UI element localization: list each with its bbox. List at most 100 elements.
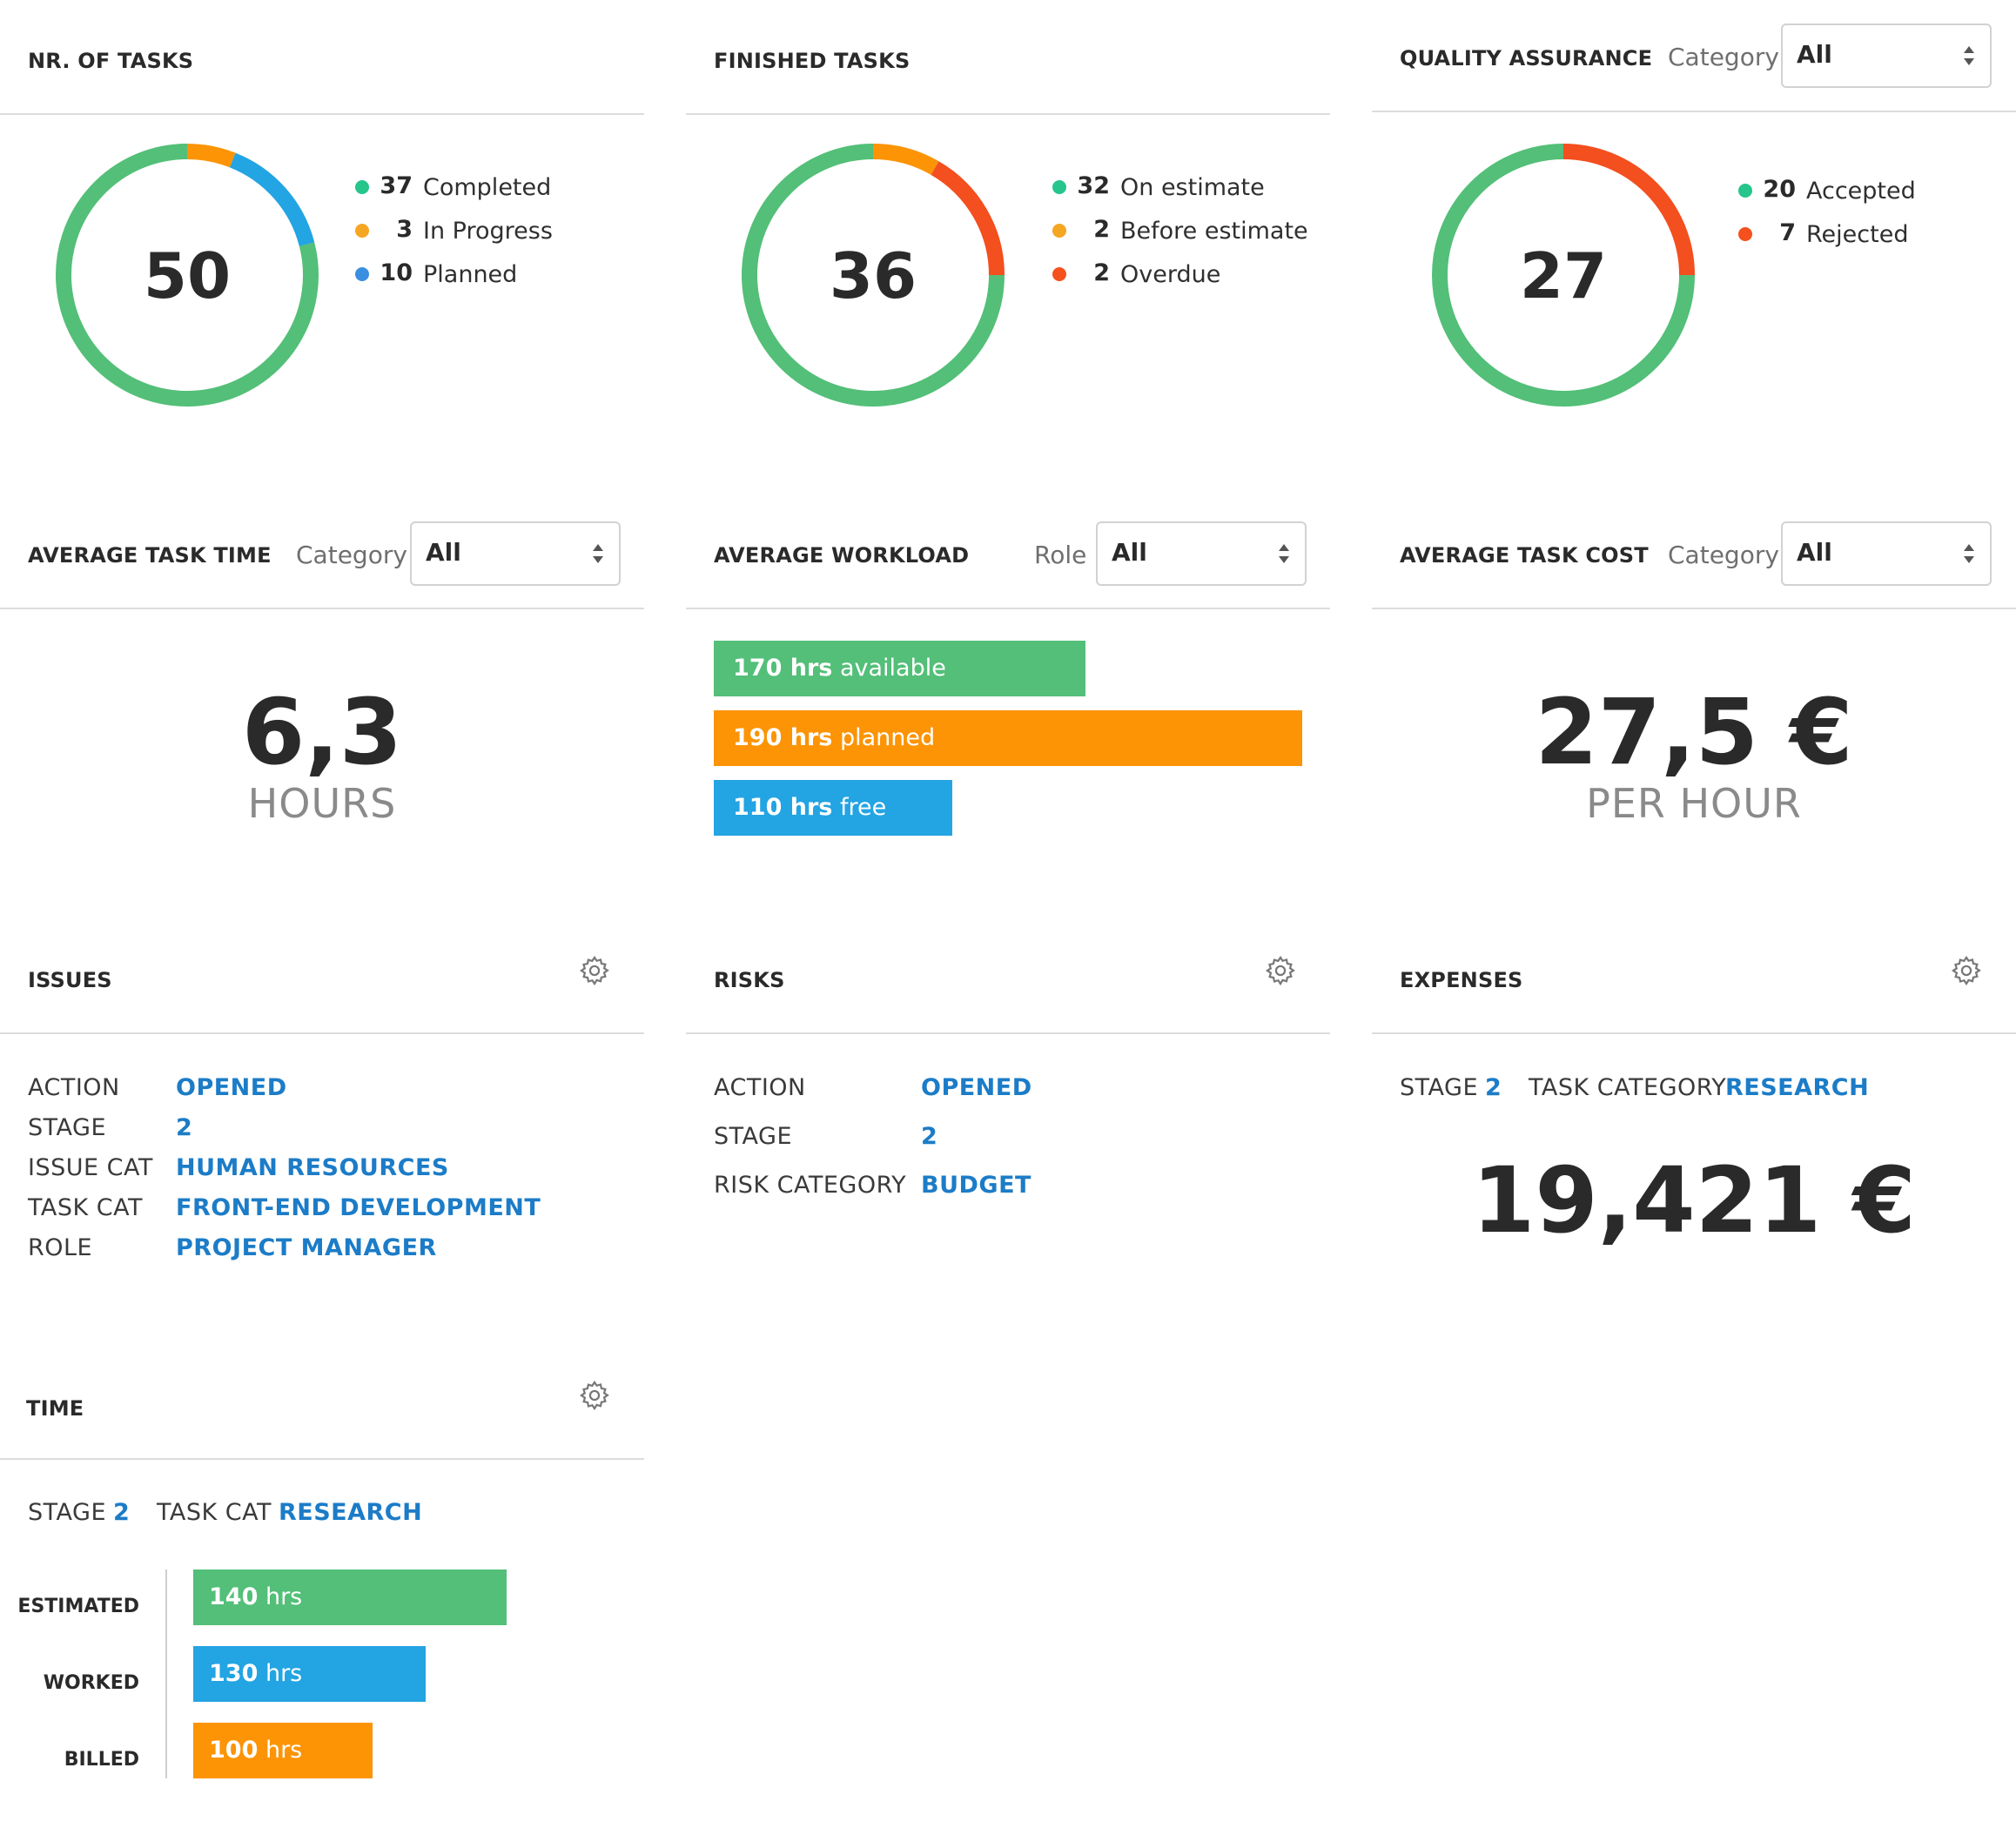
donut-segment-1 [229,152,315,247]
filter-key: ACTION [714,1074,806,1101]
legend-dot [355,267,369,281]
issues-title: ISSUES [28,968,112,992]
divider [1372,1032,2016,1034]
filter-key: RISK CATEGORY [714,1172,907,1199]
legend-dot [1738,227,1752,241]
time-bar-label: 130 hrs [209,1660,303,1687]
legend-label: Rejected [1806,221,1909,248]
quality-select-value: All [1797,40,1832,69]
legend-item: 3 In Progress [355,213,634,248]
expenses-category-value[interactable]: RESEARCH [1725,1074,1870,1101]
legend-label: Overdue [1120,261,1221,288]
legend-item: 32 On estimate [1052,170,1331,205]
quality-title: QUALITY ASSURANCE [1400,46,1653,71]
divider [686,113,1330,115]
legend-count: 2 [1093,259,1110,286]
expenses-stage-label: STAGE [1400,1074,1479,1101]
legend-count: 3 [396,216,413,243]
expenses-title: EXPENSES [1400,968,1523,992]
gear-icon[interactable] [1950,954,1983,987]
nr-tasks-title: NR. OF TASKS [28,49,194,73]
time-bar-category: WORKED [43,1672,139,1694]
finished-tasks-title: FINISHED TASKS [714,49,911,73]
filter-value[interactable]: 2 [176,1114,193,1141]
divider [686,1032,1330,1034]
risks-title: RISKS [714,968,785,992]
filter-key: TASK CAT [28,1194,144,1221]
workload-bar: 170 hrs available [714,641,1085,696]
sort-arrows-icon [593,544,603,563]
nr-tasks-donut [56,144,319,407]
filter-value[interactable]: OPENED [176,1074,287,1101]
donut-segment-0 [1562,144,1695,276]
divider [0,113,644,115]
sort-arrows-icon [1964,544,1974,563]
sort-arrows-icon [1964,46,1974,65]
divider [0,1458,644,1460]
time-bar: 100 hrs [193,1723,373,1778]
legend-item: 37 Completed [355,170,634,205]
expenses-category-label: TASK CATEGORY [1529,1074,1727,1101]
avg-task-time-category-select[interactable]: All [410,521,621,586]
legend-dot [1052,267,1066,281]
finished-tasks-donut [742,144,1005,407]
filter-value[interactable]: BUDGET [921,1172,1032,1199]
avg-workload-select-value: All [1112,538,1147,567]
gear-icon[interactable] [578,1379,611,1412]
avg-task-time-title: AVERAGE TASK TIME [28,543,272,568]
avg-task-time-unit: HOURS [247,780,397,827]
legend-dot [1052,224,1066,238]
time-stage-value[interactable]: 2 [113,1499,131,1526]
avg-task-cost-filter-label: Category [1668,541,1779,569]
legend-dot [1052,180,1066,194]
filter-key: ISSUE CAT [28,1154,153,1181]
filter-key: STAGE [714,1123,793,1150]
gear-icon[interactable] [1264,954,1297,987]
avg-workload-title: AVERAGE WORKLOAD [714,543,970,568]
legend-count: 20 [1763,176,1796,203]
legend-count: 7 [1779,219,1796,246]
expenses-stage-value[interactable]: 2 [1485,1074,1502,1101]
filter-value[interactable]: 2 [921,1123,938,1150]
time-category-value[interactable]: RESEARCH [279,1499,423,1526]
sort-arrows-icon [1279,544,1289,563]
filter-value[interactable]: PROJECT MANAGER [176,1234,437,1261]
filter-key: STAGE [28,1114,107,1141]
quality-donut [1432,144,1695,407]
donut-segment-2 [742,144,1005,407]
donut-segment-0 [872,144,939,175]
filter-value[interactable]: OPENED [921,1074,1032,1101]
donut-segment-1 [1432,144,1695,407]
legend-dot [355,224,369,238]
avg-task-cost-select-value: All [1797,538,1832,567]
legend-label: Completed [423,174,552,201]
time-bar-label: 140 hrs [209,1583,303,1610]
filter-value[interactable]: FRONT-END DEVELOPMENT [176,1194,541,1221]
legend-label: On estimate [1120,174,1265,201]
legend-label: Accepted [1806,178,1916,205]
donut-segment-2 [56,144,319,407]
time-bar: 140 hrs [193,1569,507,1625]
quality-category-select[interactable]: All [1781,24,1992,88]
avg-workload-role-select[interactable]: All [1096,521,1307,586]
workload-bar-label: 170 hrs available [733,655,946,682]
filter-value[interactable]: HUMAN RESOURCES [176,1154,449,1181]
time-chart-axis [165,1569,167,1778]
legend-dot [1738,184,1752,198]
legend-count: 10 [380,259,413,286]
expenses-total: 19,421 € [1472,1147,1916,1254]
divider [1372,608,2016,609]
avg-task-time-value: 6,3 [241,679,403,785]
legend-item: 2 Overdue [1052,257,1331,292]
gear-icon[interactable] [578,954,611,987]
time-bar-category: BILLED [64,1749,139,1771]
avg-task-cost-category-select[interactable]: All [1781,521,1992,586]
workload-bar-label: 190 hrs planned [733,724,936,751]
avg-task-cost-unit: PER HOUR [1586,780,1802,827]
donut-segment-0 [186,144,236,168]
divider [0,1032,644,1034]
filter-key: ROLE [28,1234,93,1261]
avg-task-time-select-value: All [426,538,461,567]
legend-count: 32 [1077,172,1110,199]
quality-total: 27 [1519,239,1608,313]
